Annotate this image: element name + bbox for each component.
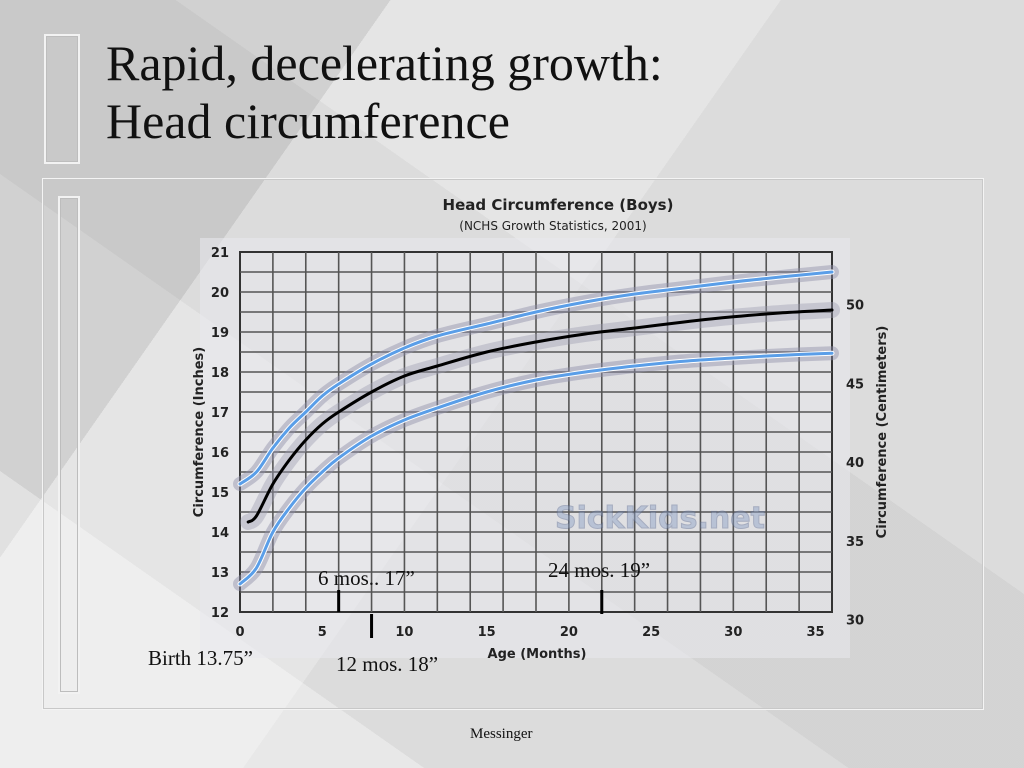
y-right-tick-label: 40 [846, 456, 864, 471]
annotation-12-months: 12 mos. 18” [336, 652, 439, 676]
watermark-logo: SickKids.net [555, 501, 766, 537]
watermark-text: SickKids.net [555, 501, 765, 536]
chart-subtitle: (NCHS Growth Statistics, 2001) [459, 219, 646, 233]
y-right-tick-label: 30 [846, 614, 864, 629]
chart-title: Head Circumference (Boys) [443, 196, 674, 214]
annotation-6-months: 6 mos.. 17” [318, 566, 415, 590]
y-tick-label: 18 [211, 366, 229, 381]
tick-labels: 0 5 10 15 20 25 30 35 12 13 14 15 16 17 18 19 20 21 30 35 40… [211, 246, 864, 640]
y-tick-label: 20 [211, 286, 229, 301]
x-tick-label: 10 [395, 625, 413, 640]
y-tick-label: 14 [211, 526, 229, 541]
series-lines [233, 265, 840, 591]
chart-background [200, 238, 850, 658]
series-line-0 [238, 270, 834, 486]
x-axis-label: Age (Months) [488, 647, 587, 662]
grid [239, 251, 833, 613]
slide-title: Rapid, decelerating growth: Head circumf… [106, 34, 966, 150]
x-tick-label: 35 [807, 625, 825, 640]
x-tick-label: 0 [235, 625, 244, 640]
age-markers [337, 590, 604, 638]
y-tick-label: 19 [211, 326, 229, 341]
y-tick-label: 21 [211, 246, 229, 261]
decorative-bar-top [44, 34, 80, 164]
y-tick-label: 13 [211, 566, 229, 581]
annotation-birth: Birth 13.75” [148, 646, 253, 670]
y-axis-label: Circumference (Inches) [192, 347, 207, 517]
y-axis-right-label: Circumference (Centimeters) [875, 326, 890, 539]
y-right-tick-label: 45 [846, 377, 864, 392]
x-tick-label: 15 [478, 625, 496, 640]
series-line-2 [238, 351, 834, 586]
x-tick-label: 25 [642, 625, 660, 640]
y-tick-label: 15 [211, 486, 229, 501]
title-line-1: Rapid, decelerating growth: [106, 35, 663, 91]
series-line-1 [246, 308, 834, 524]
x-tick-label: 20 [560, 625, 578, 640]
chart-panel [42, 178, 984, 710]
decorative-bar-side [58, 196, 80, 694]
y-tick-label: 16 [211, 446, 229, 461]
y-right-tick-label: 50 [846, 299, 864, 314]
footer-author: Messinger [470, 726, 533, 742]
title-line-2: Head circumference [106, 93, 510, 149]
y-right-tick-label: 35 [846, 535, 864, 550]
annotation-24-months: 24 mos. 19” [548, 558, 651, 582]
x-tick-label: 30 [724, 625, 742, 640]
x-tick-label: 5 [318, 625, 327, 640]
y-tick-label: 17 [211, 406, 229, 421]
y-tick-label: 12 [211, 606, 229, 621]
